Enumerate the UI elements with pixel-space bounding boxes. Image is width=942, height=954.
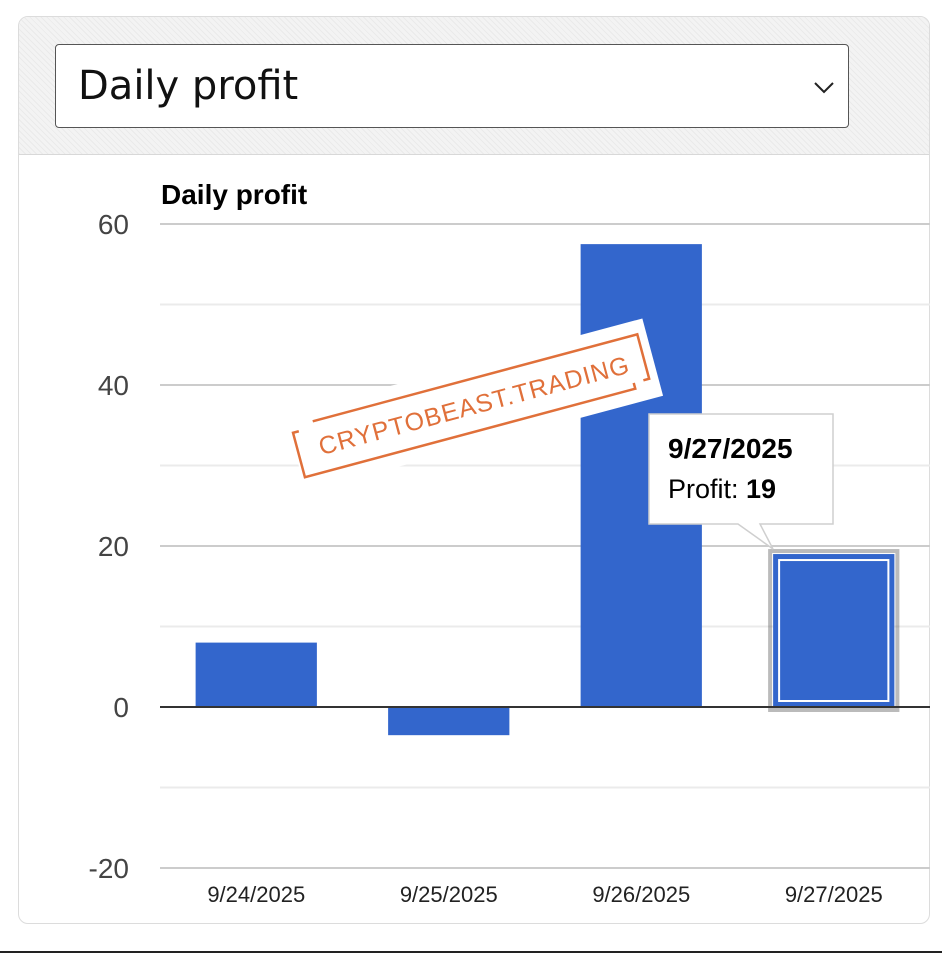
x-tick-label: 9/24/2025 (207, 882, 305, 907)
tooltip-date: 9/27/2025 (668, 433, 793, 464)
y-tick-label: -20 (89, 853, 129, 884)
y-tick-label: 40 (98, 370, 129, 401)
x-tick-label: 9/27/2025 (785, 882, 883, 907)
y-tick-label: 0 (113, 692, 129, 723)
y-tick-label: 60 (98, 209, 129, 240)
x-tick-label: 9/25/2025 (400, 882, 498, 907)
metric-select[interactable]: Daily profit (55, 44, 849, 128)
metric-select-value: Daily profit (78, 63, 299, 109)
card-header: Daily profit (19, 17, 929, 155)
bar-highlight-shadow (768, 549, 900, 712)
y-tick-labels: -20 0 20 40 60 (89, 209, 129, 884)
chevron-down-icon (814, 82, 834, 94)
tooltip-label: Profit: (668, 474, 746, 504)
bars (195, 244, 900, 736)
tooltip: 9/27/2025 Profit: 19 (648, 413, 834, 550)
x-tick-labels: 9/24/2025 9/25/2025 9/26/2025 9/27/2025 (207, 882, 882, 907)
y-tick-label: 20 (98, 531, 129, 562)
bar-1[interactable] (195, 642, 317, 707)
tooltip-value: 19 (746, 474, 776, 504)
bar-selection-outline (778, 559, 890, 702)
gridlines (160, 223, 930, 869)
bar-4[interactable] (773, 554, 895, 707)
bar-2[interactable] (388, 707, 510, 736)
tooltip-line: Profit: 19 (668, 474, 776, 504)
page-divider (0, 951, 942, 953)
chart-title: Daily profit (161, 179, 307, 210)
x-tick-label: 9/26/2025 (592, 882, 690, 907)
